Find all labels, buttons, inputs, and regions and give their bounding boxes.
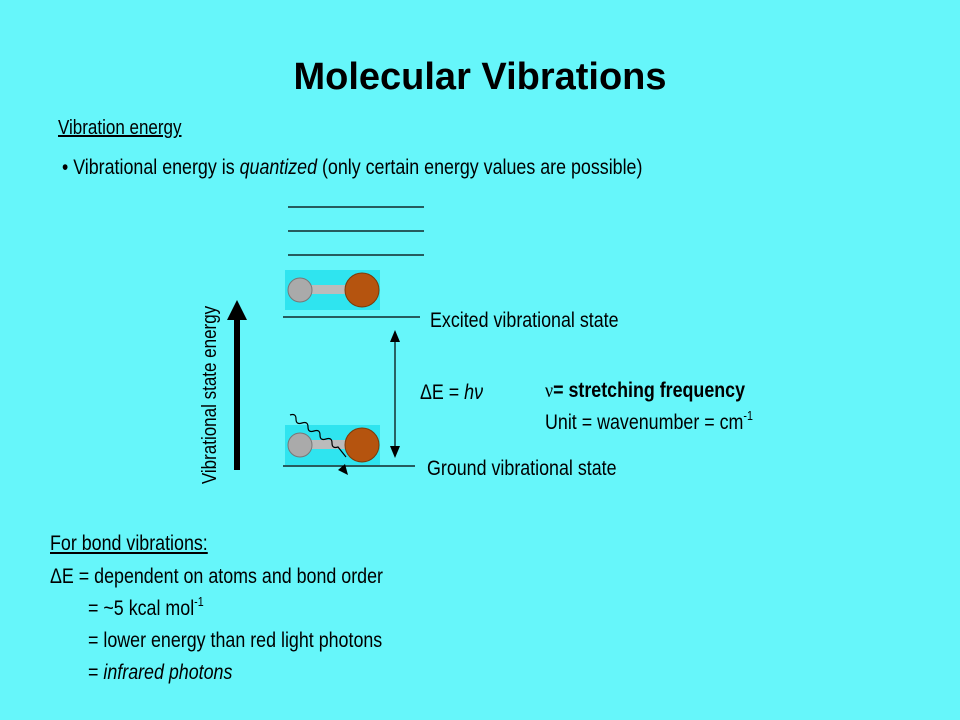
text: = ~5 kcal mol [88, 597, 195, 620]
energy-levels [283, 206, 424, 467]
notes-heading: For bond vibrations: [50, 532, 208, 555]
unit-label: Unit = wavenumber = cm-1 [545, 409, 753, 434]
text: Vibrational energy is [73, 156, 240, 179]
superscript: -1 [194, 595, 204, 609]
atom-heavy [344, 272, 380, 308]
atom-light [287, 277, 313, 303]
bullet: • Vibrational energy is quantized (only … [62, 157, 642, 178]
text: Unit = wavenumber = cm [545, 411, 744, 434]
symbol: ν [545, 378, 554, 402]
text: ΔE = [420, 381, 465, 404]
arrowhead [227, 300, 247, 320]
emphasis: quantized [239, 156, 317, 179]
text: (only certain energy values are possible… [317, 156, 643, 179]
text: = stretching frequency [553, 379, 746, 402]
notes-line: = infrared photons [88, 662, 232, 683]
emphasis: infrared photons [103, 661, 233, 684]
excited-label: Excited vibrational state [430, 309, 619, 332]
notes-line: = ~5 kcal mol-1 [88, 595, 204, 620]
bond [300, 285, 360, 294]
delta-label: ΔE = hν [420, 382, 483, 403]
atom-heavy [344, 427, 380, 463]
text: = [88, 661, 104, 684]
ground-label: Ground vibrational state [427, 457, 617, 480]
emphasis: hν [464, 381, 484, 404]
atom-light [287, 432, 313, 458]
bullet-marker: • [62, 156, 74, 179]
superscript: -1 [743, 409, 753, 423]
photon-wave [289, 413, 347, 458]
excited-molecule [285, 270, 380, 310]
frequency-label: ν= stretching frequency [545, 378, 746, 402]
ground-molecule [285, 425, 380, 465]
photon-arrowhead [338, 464, 348, 475]
notes-line: ΔE = dependent on atoms and bond order [50, 565, 383, 588]
notes-line: = lower energy than red light photons [88, 629, 383, 652]
arrowhead [390, 446, 400, 458]
axis-label: Vibrational state energy [199, 305, 221, 485]
subtitle: Vibration energy [58, 117, 182, 139]
arrowhead [390, 330, 400, 342]
bond [300, 440, 360, 449]
title: Molecular Vibrations [293, 56, 667, 98]
